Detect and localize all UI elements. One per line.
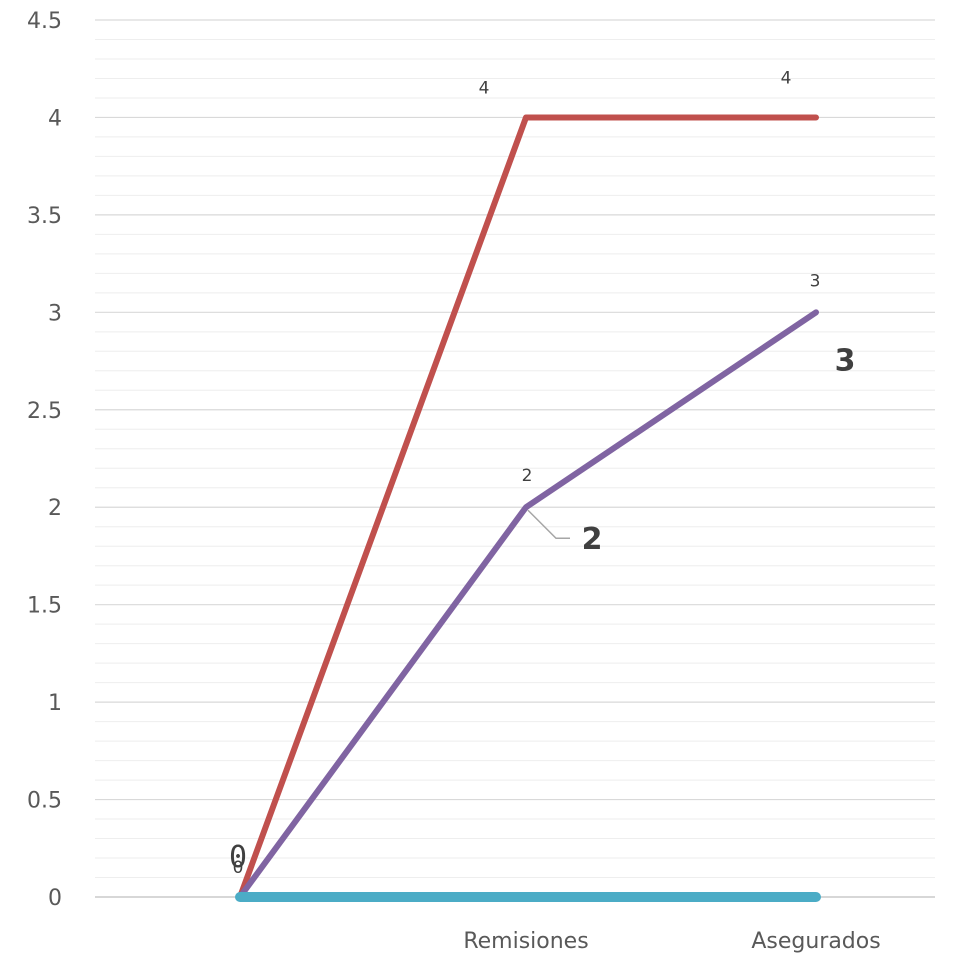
x-category-label: Asegurados bbox=[751, 929, 880, 954]
leader-line bbox=[527, 509, 570, 539]
data-label: 4 bbox=[781, 68, 792, 88]
data-label: 2 bbox=[522, 466, 533, 486]
y-tick-label: 2.5 bbox=[27, 399, 62, 424]
y-tick-label: 4.5 bbox=[27, 9, 62, 34]
y-tick-label: 0.5 bbox=[27, 789, 62, 814]
y-tick-label: 3.5 bbox=[27, 204, 62, 229]
x-category-label: Remisiones bbox=[463, 929, 588, 954]
series-line-1 bbox=[237, 114, 819, 900]
y-axis-tick-labels: 0 0.5 1 1.5 2 2.5 3 3.5 4 4.5 bbox=[27, 9, 62, 911]
data-label: 0 bbox=[233, 858, 244, 878]
y-tick-label: 3 bbox=[48, 301, 62, 326]
data-label: 3 bbox=[835, 343, 856, 378]
y-tick-label: 0 bbox=[48, 886, 62, 911]
y-tick-label: 2 bbox=[48, 496, 62, 521]
data-label: 2 bbox=[582, 522, 603, 557]
y-tick-label: 1.5 bbox=[27, 594, 62, 619]
gridlines bbox=[95, 19, 935, 898]
y-tick-label: 4 bbox=[48, 106, 62, 131]
data-label: 0 bbox=[229, 840, 247, 875]
data-label: 3 bbox=[810, 271, 821, 291]
x-axis: Remisiones Asegurados bbox=[463, 929, 880, 954]
series-lines bbox=[235, 114, 821, 902]
data-label: 4 bbox=[479, 78, 490, 98]
series-line-2 bbox=[237, 309, 819, 900]
y-tick-label: 1 bbox=[48, 691, 62, 716]
